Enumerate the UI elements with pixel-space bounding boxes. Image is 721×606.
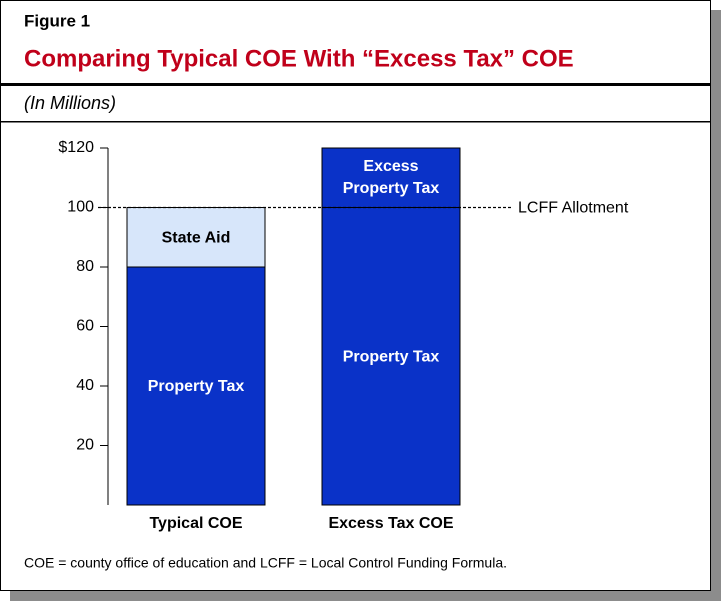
bar-segment [321, 207, 461, 506]
rule [0, 83, 711, 86]
segment-label: Excess Property Tax [343, 158, 440, 197]
reference-label: LCFF Allotment [518, 200, 629, 217]
segment-label: State Aid [162, 229, 231, 246]
plot: 20 40 60 80 100 $120 Property Tax State Aid Typi… [58, 139, 628, 532]
x-tick-label: Excess Tax COE [328, 515, 453, 532]
y-tick-label: 40 [76, 377, 94, 394]
chart-title: Comparing Typical COE With “Excess Tax” … [24, 45, 574, 72]
segment-label: Property Tax [148, 378, 245, 395]
footnote: COE = county office of education and LCF… [24, 555, 507, 571]
x-tick-label: Typical COE [149, 515, 242, 532]
bar-segment [321, 147, 461, 208]
figure-label: Figure 1 [24, 11, 90, 30]
rule [0, 121, 711, 123]
bar-segment [126, 207, 266, 268]
y-tick-label: 60 [76, 318, 94, 335]
segment-label: Property Tax [343, 348, 440, 365]
bar-segment [126, 266, 266, 506]
y-tick-label: 20 [76, 437, 94, 454]
subtitle: (In Millions) [24, 93, 116, 113]
y-tick-label: $120 [58, 139, 94, 156]
y-tick-label: 100 [67, 199, 94, 216]
y-tick-label: 80 [76, 258, 94, 275]
